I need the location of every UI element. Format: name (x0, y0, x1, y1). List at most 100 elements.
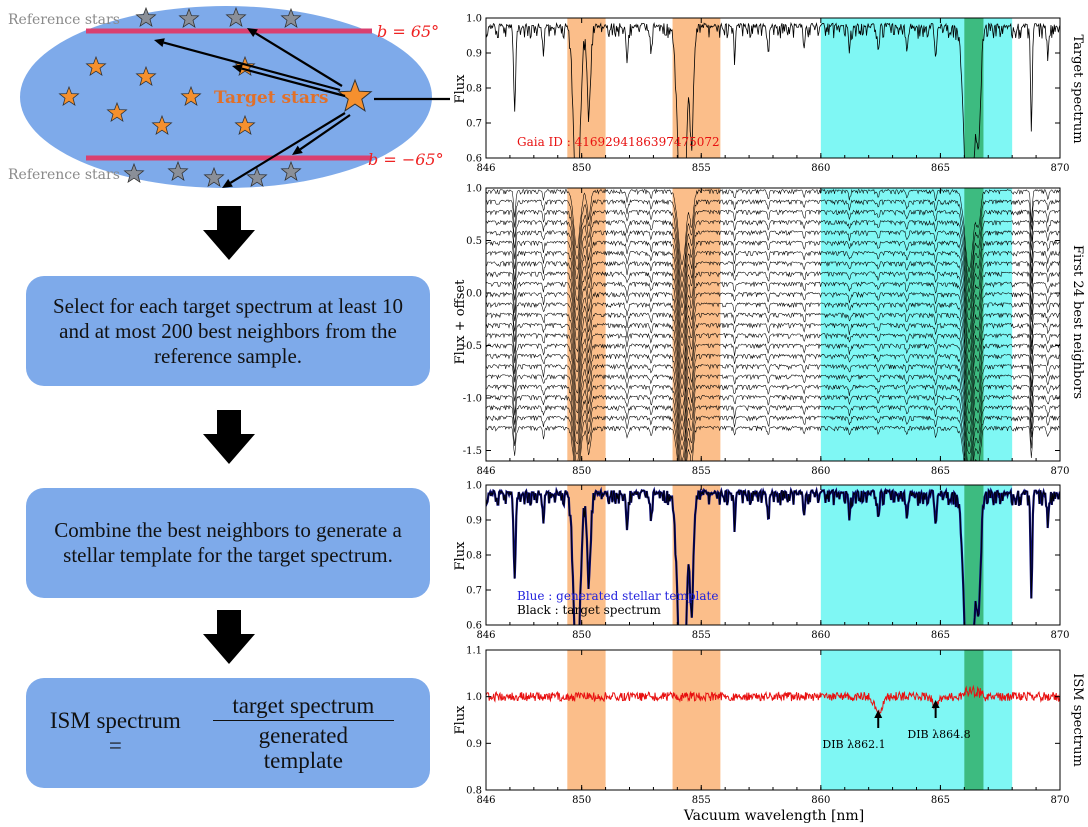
ca-line-band (567, 650, 606, 790)
x-tick-label: 865 (931, 163, 950, 174)
neighbor-series (486, 312, 1060, 396)
xlabel-wavelength: Vacuum wavelength [nm] (683, 808, 864, 824)
reference-star-icon (225, 6, 247, 28)
x-tick-label: 855 (692, 163, 711, 174)
neighbor-series (486, 188, 1060, 273)
target-star-icon (58, 85, 80, 107)
neighbor-series (486, 240, 1060, 321)
x-tick-label: 860 (811, 795, 830, 806)
reference-star-icon (123, 162, 145, 184)
ylabel-flux-ism: Flux (453, 705, 468, 735)
dib-864-label: DIB λ864.8 (907, 728, 970, 741)
target-star-icon (106, 101, 128, 123)
ism-series (486, 684, 1060, 716)
y-tick-label: 0.6 (466, 154, 482, 165)
b-bottom-label: b = −65° (368, 150, 444, 169)
neighbor-series (486, 363, 1060, 448)
x-tick-label: 870 (1050, 795, 1069, 806)
galaxy-ellipse (20, 6, 432, 188)
x-tick-label: 865 (931, 466, 950, 477)
step-select-neighbors: Select for each target spectrum at least… (26, 276, 430, 386)
down-arrow-icon (203, 206, 255, 260)
neighbor-series (486, 229, 1060, 311)
x-tick-label: 855 (692, 795, 711, 806)
x-tick-label: 855 (692, 630, 711, 641)
x-tick-label: 850 (572, 795, 591, 806)
panel-best-neighbors: 846 850 855 860 865 870 -1.5 -1.0 -0.5 0.0 0.5 1.0 (463, 184, 1070, 478)
neighbor-series (486, 384, 1060, 461)
y-tick-label: 0.6 (466, 621, 482, 632)
target-star-icon (234, 114, 256, 136)
x-tick-label: 846 (476, 466, 495, 477)
arrowhead-icon (232, 64, 243, 73)
ylabel-flux-template: Flux (453, 541, 468, 571)
y-tick-label: 0.5 (466, 236, 482, 247)
y-tick-label: -0.5 (463, 341, 482, 352)
y-tick-label: -1.5 (463, 446, 482, 457)
ca-core-band (964, 650, 984, 790)
y-tick-label: 0.7 (466, 586, 482, 597)
neighbor-series (486, 209, 1060, 293)
target-star-icon (135, 65, 157, 87)
y-tick-label: 1.0 (466, 481, 482, 492)
dib-862-label: DIB λ862.1 (822, 738, 885, 751)
target-star-icon (180, 85, 202, 107)
y-tick-label: 1.1 (466, 646, 482, 657)
pointer-arrow (241, 67, 346, 98)
neighbor-series (486, 291, 1060, 376)
neighbor-series (486, 281, 1060, 364)
ylabel-flux-offset: Flux + offset (453, 279, 468, 364)
selected-target-star-icon (337, 78, 373, 112)
reference-stars-top-label: Reference stars (8, 12, 120, 28)
neighbor-series (486, 425, 1060, 461)
down-arrow-icon (203, 410, 255, 464)
ca-line-band (672, 18, 721, 158)
neighbor-series (486, 260, 1060, 345)
neighbor-series (486, 373, 1060, 454)
y-tick-label: 0.8 (466, 786, 482, 797)
y-tick-label: -1.0 (463, 394, 482, 405)
formula-numerator: target spectrum (212, 693, 394, 721)
neighbor-series (486, 404, 1060, 461)
target-star-icon (151, 114, 173, 136)
y-tick-label: 0.9 (466, 739, 482, 750)
arrowhead-icon (154, 38, 165, 47)
arrowhead-icon (247, 28, 258, 38)
b-top-label: b = 65° (377, 22, 439, 41)
x-tick-label: 846 (476, 795, 495, 806)
plot-area (486, 650, 1060, 790)
panel-stellar-template: 846 850 855 860 865 870 0.6 0.7 0.8 0.9 1.0 (466, 481, 1069, 642)
arrowhead-icon (874, 710, 883, 718)
x-tick-label: 870 (1050, 163, 1069, 174)
step2-text: Combine the best neighbors to generate a… (54, 518, 402, 567)
plot-area (486, 485, 1060, 625)
x-tick-label: 870 (1050, 630, 1069, 641)
y-tick-label: 0.8 (466, 84, 482, 95)
reference-star-icon (280, 160, 302, 182)
right-label-ism: ISM spectrum (1070, 673, 1085, 767)
gaia-id-annotation: Gaia ID : 4169294186397475072 (517, 135, 720, 149)
y-tick-label: 0.0 (466, 289, 482, 300)
panel-ism-spectrum: 846 850 855 860 865 870 0.8 0.9 1.0 1.1 (466, 646, 1069, 807)
pointer-arrow (229, 112, 346, 184)
reference-star-icon (167, 160, 189, 182)
x-tick-label: 846 (476, 163, 495, 174)
neighbor-series (486, 301, 1060, 385)
pointer-arrow (254, 32, 343, 87)
step-combine-neighbors: Combine the best neighbors to generate a… (26, 488, 430, 598)
x-tick-label: 870 (1050, 466, 1069, 477)
ca-line-band (672, 650, 721, 790)
formula-fraction: target spectrum generated template (195, 693, 412, 773)
target-star-icon (234, 55, 256, 77)
x-tick-label: 850 (572, 466, 591, 477)
reference-star-icon (280, 7, 302, 29)
neighbor-series (486, 353, 1060, 434)
pointer-arrow (163, 41, 341, 92)
x-tick-label: 860 (811, 466, 830, 477)
ylabel-flux-target: Flux (453, 74, 468, 104)
legend-blue-template: Blue : generated stellar template (517, 589, 718, 603)
target-stars-label: Target stars (214, 88, 328, 108)
panel-target-spectrum: 846 850 855 860 865 870 0.6 0.7 0.8 0.9 1.0 (466, 14, 1069, 175)
reference-star-icon (178, 7, 200, 29)
reference-star-icon (203, 166, 225, 188)
